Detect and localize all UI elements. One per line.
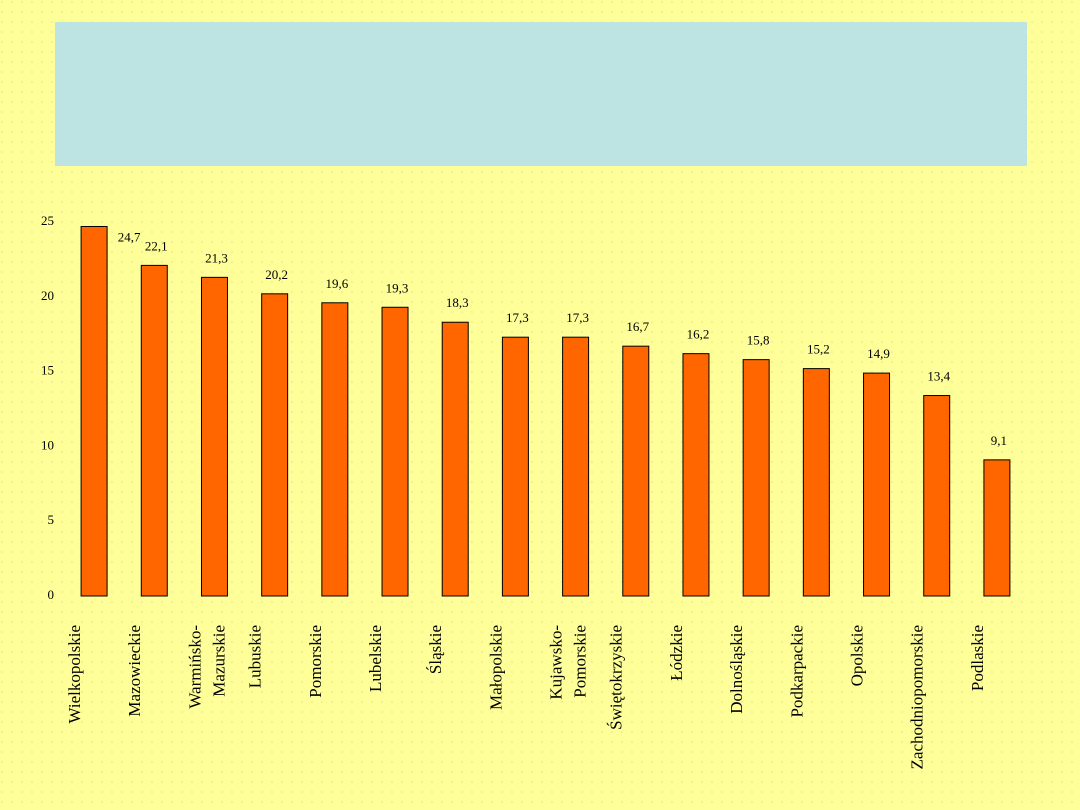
x-tick-label: Wielkopolskie bbox=[65, 625, 84, 723]
value-label: 21,3 bbox=[205, 250, 228, 265]
y-tick-label: 10 bbox=[41, 437, 54, 452]
bar bbox=[321, 302, 349, 597]
value-label: 17,3 bbox=[506, 310, 529, 325]
bar bbox=[983, 459, 1011, 597]
value-label: 15,8 bbox=[747, 333, 770, 348]
bar bbox=[200, 276, 228, 597]
y-tick-label: 0 bbox=[48, 587, 55, 602]
value-label: 9,1 bbox=[991, 433, 1007, 448]
bar bbox=[80, 225, 108, 597]
value-label: 19,3 bbox=[386, 280, 409, 295]
x-tick-label: Śląskie bbox=[426, 625, 445, 674]
value-label: 16,2 bbox=[687, 327, 710, 342]
x-tick-label: Opolskie bbox=[847, 625, 866, 686]
bar bbox=[863, 372, 891, 597]
value-label: 13,4 bbox=[927, 369, 950, 384]
x-tick-label: Lubuskie bbox=[246, 625, 265, 688]
bar bbox=[742, 359, 770, 597]
x-tick-label: Świętokrzyskie bbox=[607, 625, 626, 730]
value-label: 20,2 bbox=[265, 267, 288, 282]
x-tick-label: Dolnośląskie bbox=[727, 625, 746, 714]
x-tick-label: Warmińsko- Mazurskie bbox=[185, 625, 228, 709]
x-tick-label: Pomorskie bbox=[306, 625, 325, 698]
value-label: 14,9 bbox=[867, 346, 890, 361]
bar bbox=[923, 395, 951, 597]
bar bbox=[381, 306, 409, 597]
bar bbox=[261, 293, 289, 597]
y-tick-label: 20 bbox=[41, 288, 54, 303]
x-tick-label: Małopolskie bbox=[486, 625, 505, 710]
x-tick-label: Kujawsko- Pomorskie bbox=[547, 625, 590, 700]
bar bbox=[501, 336, 529, 597]
value-label: 16,7 bbox=[626, 319, 649, 334]
title-box bbox=[55, 22, 1027, 166]
y-tick-label: 15 bbox=[41, 363, 54, 378]
x-tick-label: Podlaskie bbox=[968, 625, 987, 691]
value-label: 15,2 bbox=[807, 342, 830, 357]
y-tick-label: 5 bbox=[48, 512, 55, 527]
value-label: 17,3 bbox=[566, 310, 589, 325]
value-label: 22,1 bbox=[145, 238, 168, 253]
bar bbox=[622, 345, 650, 597]
x-tick-label: Łódzkie bbox=[667, 625, 686, 681]
bar bbox=[682, 353, 710, 597]
value-label: 24,7 bbox=[118, 229, 141, 244]
x-tick-label: Zachodniopomorskie bbox=[908, 625, 927, 769]
value-label: 19,6 bbox=[325, 276, 348, 291]
bar bbox=[802, 368, 830, 597]
x-tick-label: Podkarpackie bbox=[787, 625, 806, 718]
bar bbox=[140, 264, 168, 597]
x-tick-label: Lubelskie bbox=[366, 625, 385, 692]
bar bbox=[441, 321, 469, 597]
bar bbox=[562, 336, 590, 597]
value-label: 18,3 bbox=[446, 295, 469, 310]
x-tick-label: Mazowieckie bbox=[125, 625, 144, 717]
y-tick-label: 25 bbox=[41, 213, 54, 228]
